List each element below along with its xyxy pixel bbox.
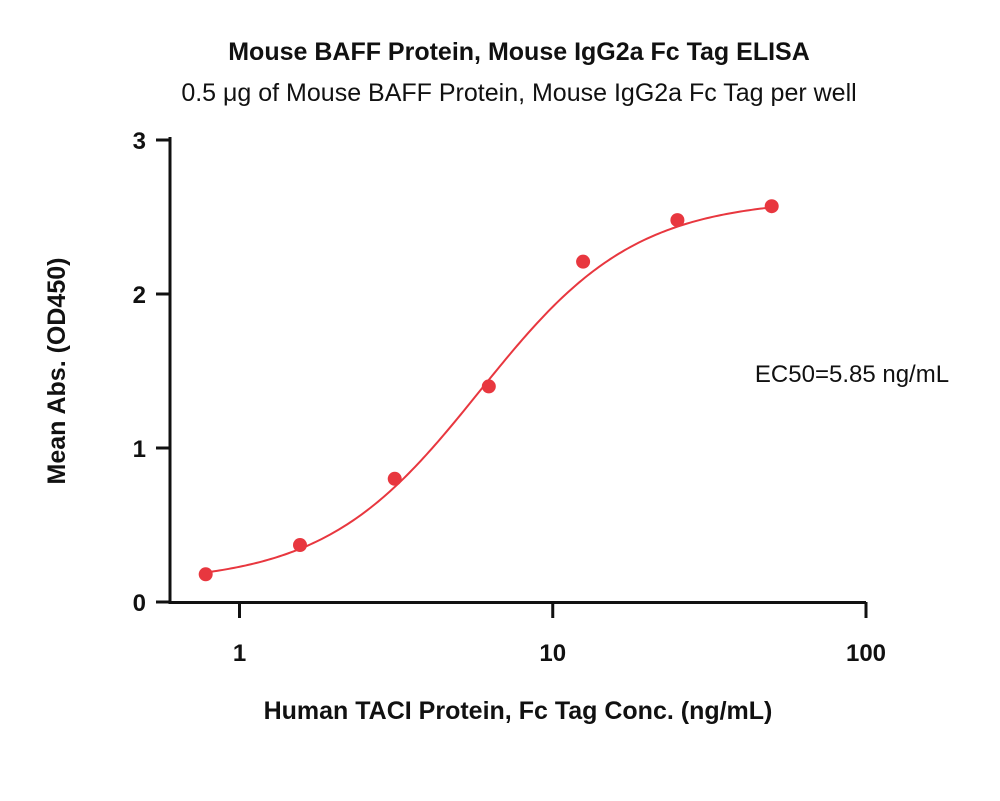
y-tick-label: 2 <box>133 282 146 309</box>
data-point <box>198 567 213 582</box>
axes <box>168 137 866 604</box>
y-tick-label: 0 <box>133 590 146 617</box>
x-ticks: 1 10 100 <box>233 602 886 667</box>
data-point <box>387 471 402 486</box>
x-tick-label: 10 <box>539 640 566 667</box>
chart-title: Mouse BAFF Protein, Mouse IgG2a Fc Tag E… <box>228 38 810 66</box>
x-axis-title: Human TACI Protein, Fc Tag Conc. (ng/mL) <box>264 697 773 725</box>
chart-subtitle: 0.5 μg of Mouse BAFF Protein, Mouse IgG2… <box>181 79 856 107</box>
y-tick-label: 3 <box>133 128 146 155</box>
data-point <box>764 199 779 214</box>
y-axis-title: Mean Abs. (OD450) <box>43 258 71 485</box>
y-ticks: 0 1 2 3 <box>133 128 170 617</box>
data-point <box>576 254 591 269</box>
data-point <box>292 538 307 553</box>
ec50-annotation: EC50=5.85 ng/mL <box>755 361 949 388</box>
data-point <box>481 379 496 394</box>
x-tick-label: 100 <box>846 640 886 667</box>
x-tick-label: 1 <box>233 640 246 667</box>
data-points <box>198 199 779 582</box>
y-tick-label: 1 <box>133 436 146 463</box>
data-point <box>670 213 685 228</box>
